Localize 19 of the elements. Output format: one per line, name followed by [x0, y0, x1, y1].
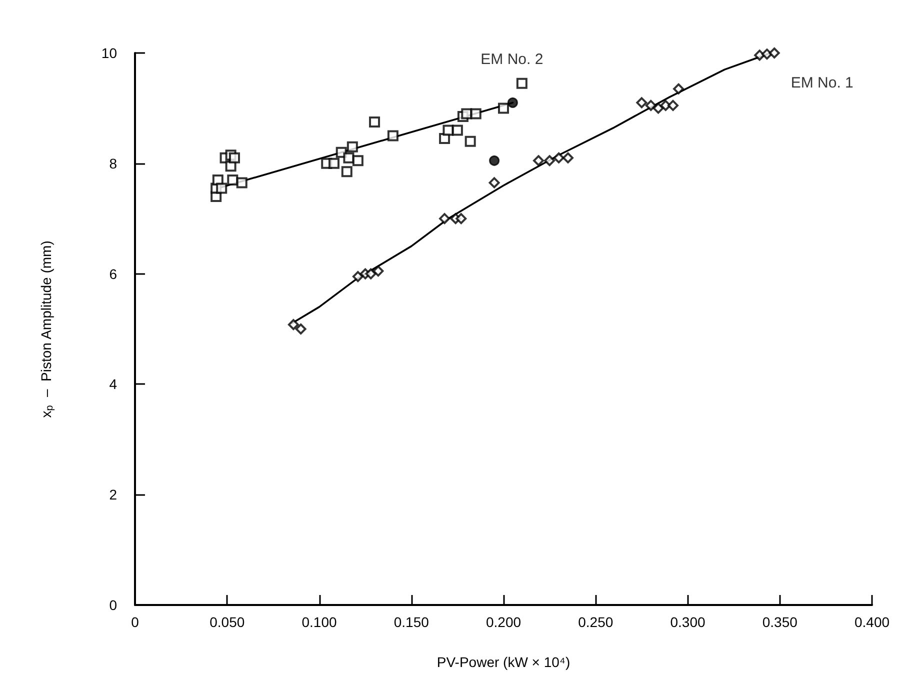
- y-tick-label: 8: [109, 155, 118, 172]
- x-tick-label: 0.100: [302, 614, 337, 630]
- x-tick-label: 0.200: [486, 614, 522, 630]
- x-tick-label: 0.250: [578, 614, 614, 630]
- y-tick-label: 6: [109, 266, 118, 282]
- x-tick-label: 0.050: [210, 614, 245, 630]
- y-axis-title: xp – Piston Amplitude (mm): [38, 240, 56, 418]
- x-tick-label: 0.400: [854, 614, 890, 630]
- series-label: EM No. 2: [480, 50, 544, 68]
- y-tick-label: 2: [109, 486, 118, 503]
- x-tick-label: 0.350: [762, 614, 798, 630]
- y-tick-label: 4: [109, 376, 118, 392]
- x-tick-label: 0: [131, 614, 140, 630]
- y-tick-label: 10: [101, 45, 118, 61]
- y-tick-label: 0: [109, 597, 118, 613]
- x-tick-label: 0.150: [394, 614, 430, 630]
- x-tick-label: 0.300: [670, 614, 706, 630]
- series-label: EM No. 1: [790, 74, 854, 92]
- x-axis-title: PV-Power (kW × 10⁴): [436, 654, 570, 670]
